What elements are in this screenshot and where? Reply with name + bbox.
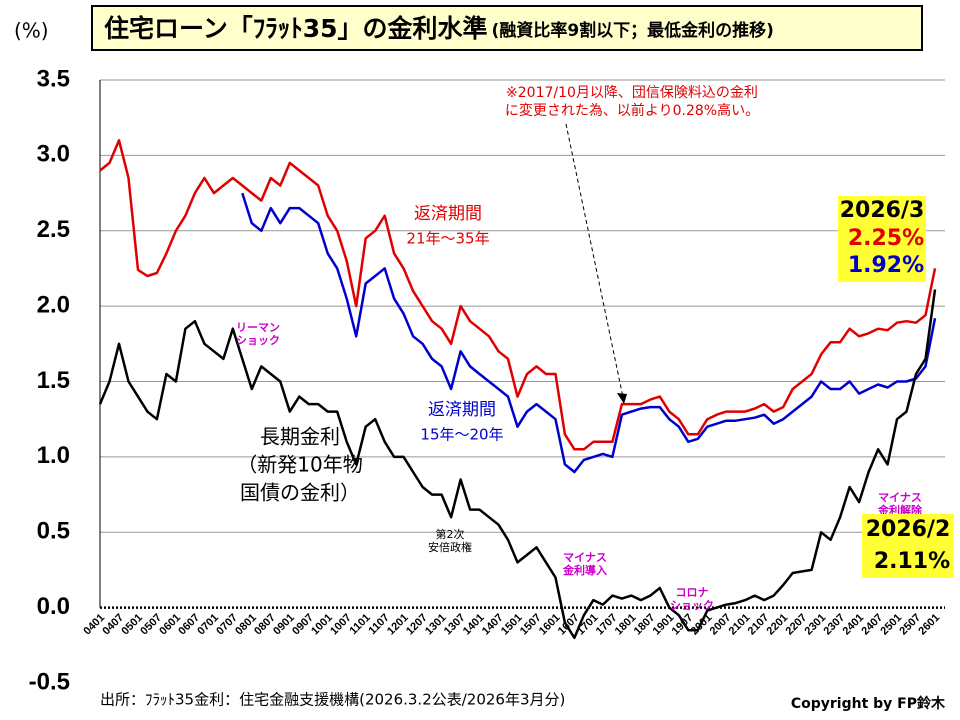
copyright: Copyright by FP鈴木 xyxy=(791,695,946,712)
series-line xyxy=(99,139,937,451)
x-tick-label: 2401 xyxy=(840,612,866,638)
y-tick-label: 3.5 xyxy=(37,65,70,92)
end-label: 1.92% xyxy=(848,253,924,278)
x-tick-label: 1901 xyxy=(651,612,677,638)
series-label: （新発10年物 xyxy=(237,453,362,477)
series-label: 長期金利 xyxy=(260,425,340,449)
y-tick-label: 0.0 xyxy=(37,593,70,620)
x-tick-label: 2101 xyxy=(727,612,753,638)
x-tick-label: 1301 xyxy=(423,612,449,638)
series-line xyxy=(241,192,937,474)
x-tick-label: 0901 xyxy=(271,612,297,638)
x-tick-label: 1801 xyxy=(613,612,639,638)
x-tick-label: 0707 xyxy=(214,612,240,638)
x-tick-label: 2601 xyxy=(916,612,942,638)
x-tick-label: 2307 xyxy=(821,612,847,638)
x-tick-label: 2201 xyxy=(765,612,791,638)
x-tick-label: 1401 xyxy=(461,612,487,638)
x-tick-label: 2107 xyxy=(746,612,772,638)
x-tick-label: 1007 xyxy=(328,612,354,638)
series-label: 21年～35年 xyxy=(406,230,489,248)
series-line xyxy=(98,289,937,640)
y-tick-label: 2.0 xyxy=(37,291,70,318)
event-label: ショック xyxy=(670,599,714,612)
y-tick-label: 1.0 xyxy=(37,442,70,469)
x-tick-label: 2407 xyxy=(859,612,885,638)
x-tick-label: 1601 xyxy=(537,612,563,638)
event-label: コロナ xyxy=(676,586,709,599)
series-label: 返済期間 xyxy=(428,400,496,420)
x-tick-label: 0401 xyxy=(81,612,107,638)
event-label: ショック xyxy=(236,334,280,347)
x-tick-label: 1707 xyxy=(594,612,620,638)
source: 出所：ﾌﾗｯﾄ35金利：住宅金融支援機構(2026.3.2公表/2026年3月分… xyxy=(100,691,565,709)
event-label: 第2次 xyxy=(436,527,465,541)
x-tick-label: 1307 xyxy=(442,612,468,638)
series-label: 返済期間 xyxy=(414,204,482,224)
event-label: 安倍政権 xyxy=(428,540,472,554)
x-tick-label: 1001 xyxy=(309,612,335,638)
x-tick-label: 0501 xyxy=(119,612,145,638)
note: に変更された為、以前より0.28%高い。 xyxy=(505,102,759,119)
end-label: 2.25% xyxy=(848,226,924,251)
x-tick-label: 0801 xyxy=(233,612,259,638)
x-tick-label: 0701 xyxy=(195,612,221,638)
end-label: 2.11% xyxy=(874,549,950,574)
event-label: 金利解除 xyxy=(877,503,923,517)
chart-title: 住宅ローン「ﾌﾗｯﾄ35」の金利水準 xyxy=(104,14,488,43)
series-label: 国債の金利） xyxy=(240,481,360,505)
end-label-box xyxy=(862,514,954,578)
x-tick-label: 1907 xyxy=(670,612,696,638)
end-label-date: 2026/3 xyxy=(840,198,925,223)
event-label: マイナス xyxy=(563,551,607,564)
x-tick-label: 1507 xyxy=(518,612,544,638)
y-tick-label: -0.5 xyxy=(29,668,70,695)
x-tick-label: 0607 xyxy=(176,612,202,638)
end-label-date: 2026/2 xyxy=(866,517,951,542)
y-tick-label: 2.5 xyxy=(37,216,70,243)
x-tick-label: 1807 xyxy=(632,612,658,638)
y-tick-label: 3.0 xyxy=(37,141,70,168)
end-label-box xyxy=(838,196,926,282)
x-tick-label: 0601 xyxy=(157,612,183,638)
x-tick-label: 2501 xyxy=(878,612,904,638)
event-label: マイナス xyxy=(878,491,922,504)
x-tick-label: 1501 xyxy=(499,612,525,638)
x-tick-label: 2507 xyxy=(897,612,923,638)
title-box xyxy=(91,5,923,51)
event-label: 金利導入 xyxy=(562,563,607,577)
x-tick-label: 1207 xyxy=(404,612,430,638)
x-tick-label: 0507 xyxy=(138,612,164,638)
y-tick-label: 0.5 xyxy=(37,518,70,545)
x-tick-label: 2301 xyxy=(803,612,829,638)
x-tick-label: 0407 xyxy=(100,612,126,638)
x-tick-label: 2207 xyxy=(784,612,810,638)
note-arrowhead xyxy=(617,393,627,404)
x-tick-label: 0907 xyxy=(290,612,316,638)
x-tick-label: 1101 xyxy=(347,612,372,637)
note-arrow xyxy=(565,123,625,403)
x-tick-label: 0807 xyxy=(252,612,278,638)
note: ※2017/10月以降、団信保険料込の金利 xyxy=(506,85,758,101)
event-label: リーマン xyxy=(236,321,280,334)
chart-subtitle: (融資比率9割以下；最低金利の推移) xyxy=(492,20,774,41)
y-unit: (%) xyxy=(14,19,49,43)
x-tick-label: 2007 xyxy=(708,612,734,638)
x-tick-label: 1607 xyxy=(556,612,582,638)
series-label: 15年～20年 xyxy=(420,426,503,444)
x-tick-label: 1201 xyxy=(385,612,411,638)
y-tick-label: 1.5 xyxy=(37,367,70,394)
x-tick-label: 1407 xyxy=(480,612,506,638)
